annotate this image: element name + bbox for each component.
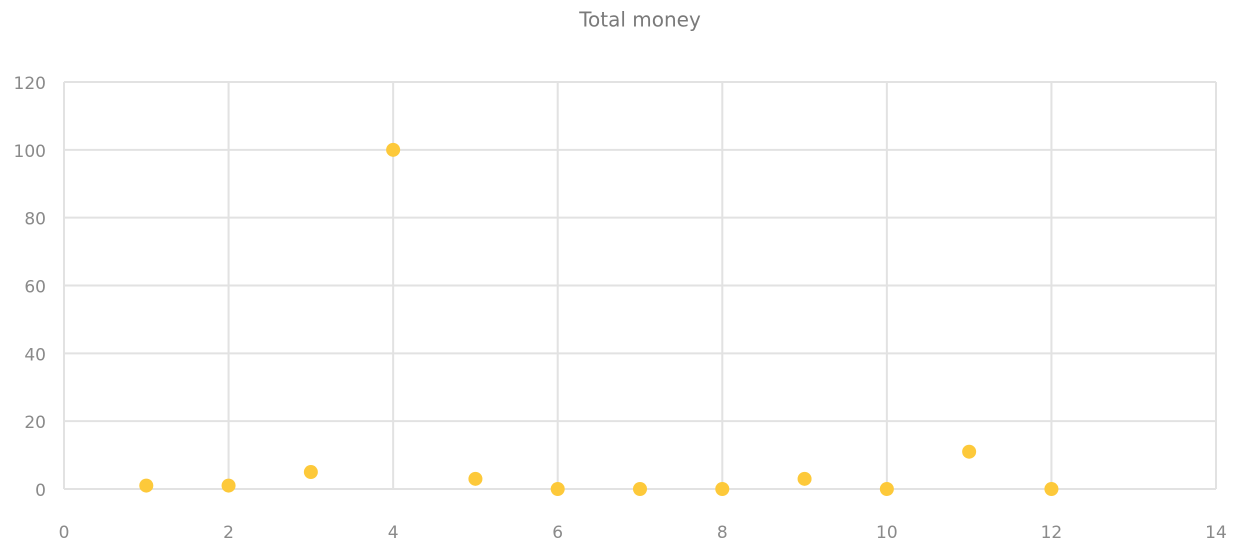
x-tick-label: 4	[388, 523, 399, 543]
x-tick-label: 0	[59, 523, 70, 543]
point	[386, 142, 401, 157]
y-tick-label: 0	[35, 481, 46, 501]
x-tick-label: 6	[552, 523, 563, 543]
point	[550, 482, 565, 496]
y-tick-label: 20	[24, 413, 46, 433]
y-tick-label: 60	[24, 278, 46, 298]
point	[139, 478, 154, 493]
point	[715, 482, 730, 496]
point	[797, 471, 812, 486]
x-tick-label: 8	[717, 523, 728, 543]
y-tick-label: 100	[14, 142, 46, 162]
point	[633, 482, 647, 496]
x-tick-label: 14	[1205, 523, 1227, 543]
x-tick-label: 10	[876, 523, 898, 543]
point	[221, 478, 236, 493]
point	[303, 465, 318, 480]
point	[879, 482, 894, 496]
y-tick-label: 40	[24, 345, 46, 365]
point	[1044, 482, 1059, 496]
y-tick-label: 120	[14, 74, 46, 94]
point	[468, 471, 483, 486]
y-tick-label: 80	[24, 210, 46, 230]
x-tick-label: 2	[223, 523, 234, 543]
x-tick-label: 12	[1041, 523, 1063, 543]
point	[962, 444, 977, 459]
chart-title: Total money	[578, 8, 701, 32]
